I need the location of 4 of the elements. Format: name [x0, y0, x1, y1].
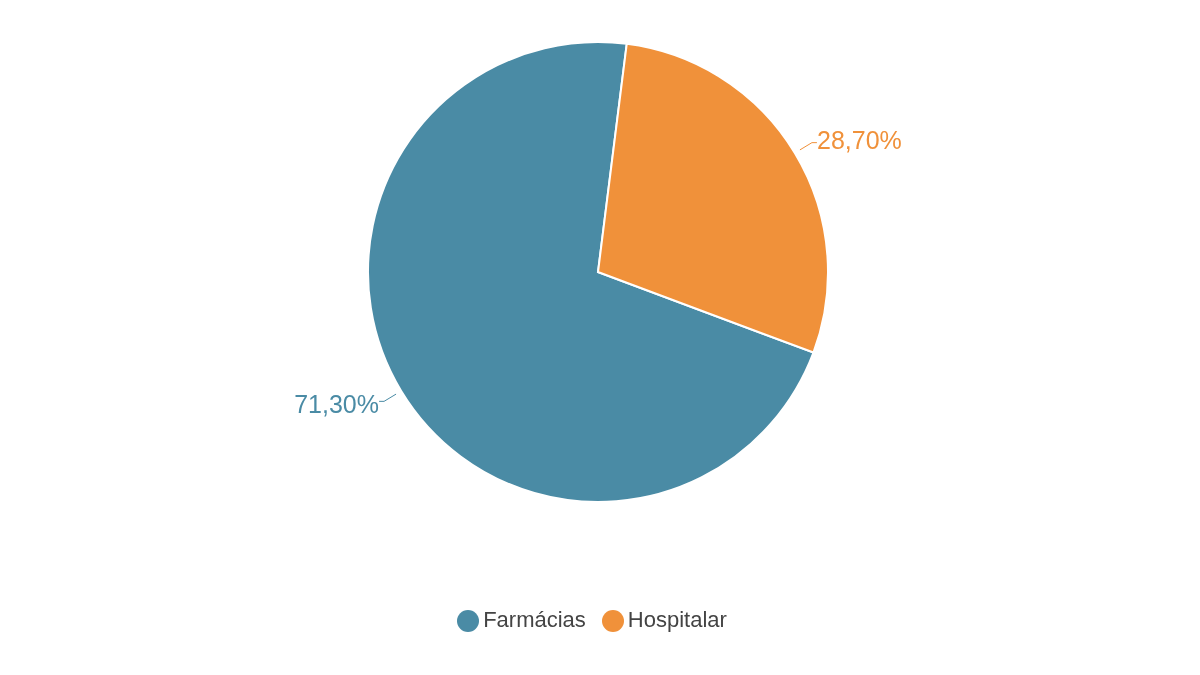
data-label: 28,70%	[817, 125, 902, 154]
legend-label: Hospitalar	[627, 607, 727, 632]
data-label: 71,30%	[294, 390, 379, 419]
legend-label: Farmácias	[483, 607, 586, 632]
